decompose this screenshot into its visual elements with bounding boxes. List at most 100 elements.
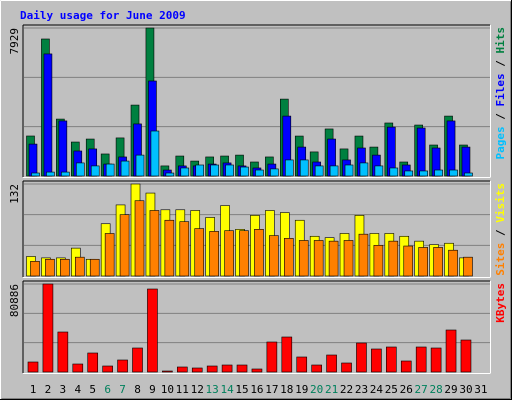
bar xyxy=(27,361,39,373)
bar xyxy=(446,120,456,177)
legend-entry: Pages xyxy=(494,126,507,159)
bar xyxy=(74,256,85,277)
legend-separator: / xyxy=(494,107,507,127)
bar xyxy=(206,365,218,373)
x-tick-label: 14 xyxy=(220,383,234,396)
bar xyxy=(328,240,339,277)
bar xyxy=(194,228,205,277)
bar xyxy=(404,170,414,177)
bar xyxy=(209,231,219,277)
bar xyxy=(240,166,249,177)
bar xyxy=(164,219,175,277)
x-tick-label: 15 xyxy=(235,383,248,396)
bar xyxy=(75,162,85,177)
x-tick-label: 17 xyxy=(265,383,278,396)
bar xyxy=(165,172,175,177)
bar xyxy=(434,169,443,177)
x-tick-label: 23 xyxy=(355,383,368,396)
x-tick-label: 3 xyxy=(60,383,67,396)
bar xyxy=(254,229,264,277)
bar xyxy=(403,245,414,277)
bar xyxy=(270,168,279,177)
bar xyxy=(281,336,293,373)
x-tick-label: 20 xyxy=(310,383,323,396)
bar xyxy=(58,120,68,177)
bar xyxy=(341,362,352,373)
x-tick-label: 28 xyxy=(429,383,442,396)
x-tick-label: 10 xyxy=(161,383,174,396)
bar xyxy=(419,170,428,177)
bar xyxy=(221,364,233,373)
bar xyxy=(180,167,190,177)
x-tick-label: 22 xyxy=(340,383,353,396)
bar xyxy=(358,233,369,277)
bar xyxy=(162,370,173,373)
bar xyxy=(373,245,384,277)
x-tick-label: 4 xyxy=(74,383,81,396)
bar xyxy=(134,200,145,277)
bar xyxy=(72,363,84,373)
legend-separator: / xyxy=(494,54,507,74)
bar xyxy=(42,283,54,373)
bar xyxy=(371,348,382,373)
legend: Pages / Files / Hits xyxy=(494,27,507,160)
y-tick-label: 132 xyxy=(8,184,21,204)
legend-entry: KBytes xyxy=(494,283,507,323)
bar xyxy=(284,238,294,277)
x-tick-label: 2 xyxy=(45,383,52,396)
legend: Sites / Visits xyxy=(494,183,507,276)
bar xyxy=(400,360,412,373)
bar xyxy=(389,167,399,177)
bar xyxy=(415,346,427,373)
x-tick-label: 24 xyxy=(370,383,384,396)
bar xyxy=(430,347,442,373)
y-tick-label: 7929 xyxy=(8,28,21,55)
x-tick-label: 5 xyxy=(89,383,96,396)
bar xyxy=(464,172,473,177)
bar xyxy=(329,165,339,177)
bar xyxy=(177,366,188,373)
x-tick-label: 11 xyxy=(176,383,189,396)
legend: KBytes xyxy=(494,283,507,323)
bar xyxy=(255,169,264,177)
x-tick-label: 19 xyxy=(295,383,308,396)
bar xyxy=(46,171,55,177)
legend-entry: Visits xyxy=(494,183,507,223)
bar xyxy=(135,154,145,177)
bar xyxy=(105,163,115,177)
legend-entry: Hits xyxy=(494,27,507,54)
bar xyxy=(90,165,100,177)
bar xyxy=(31,172,40,177)
bar xyxy=(45,258,55,277)
bar xyxy=(433,247,443,277)
bar xyxy=(460,339,472,373)
bar xyxy=(30,261,40,277)
bar xyxy=(418,247,428,277)
bar xyxy=(388,240,399,277)
bar xyxy=(386,346,397,373)
x-tick-label: 18 xyxy=(280,383,293,396)
bar xyxy=(326,354,337,373)
x-tick-label: 9 xyxy=(149,383,156,396)
bar xyxy=(87,352,99,373)
x-tick-label: 31 xyxy=(474,383,487,396)
bar xyxy=(461,146,471,177)
bar xyxy=(117,359,128,373)
bar xyxy=(343,240,354,277)
bar xyxy=(314,165,324,177)
x-tick-label: 16 xyxy=(250,383,263,396)
x-tick-label: 7 xyxy=(119,383,126,396)
bar xyxy=(448,249,458,277)
bar xyxy=(89,258,100,277)
bar xyxy=(266,341,278,373)
bar xyxy=(43,53,53,177)
x-tick-label: 26 xyxy=(400,383,413,396)
x-tick-label: 29 xyxy=(444,383,457,396)
x-tick-label: 25 xyxy=(385,383,398,396)
bar xyxy=(313,240,324,277)
bar xyxy=(150,130,160,177)
x-tick-label: 8 xyxy=(134,383,141,396)
bar xyxy=(251,368,263,373)
bar xyxy=(132,347,143,373)
